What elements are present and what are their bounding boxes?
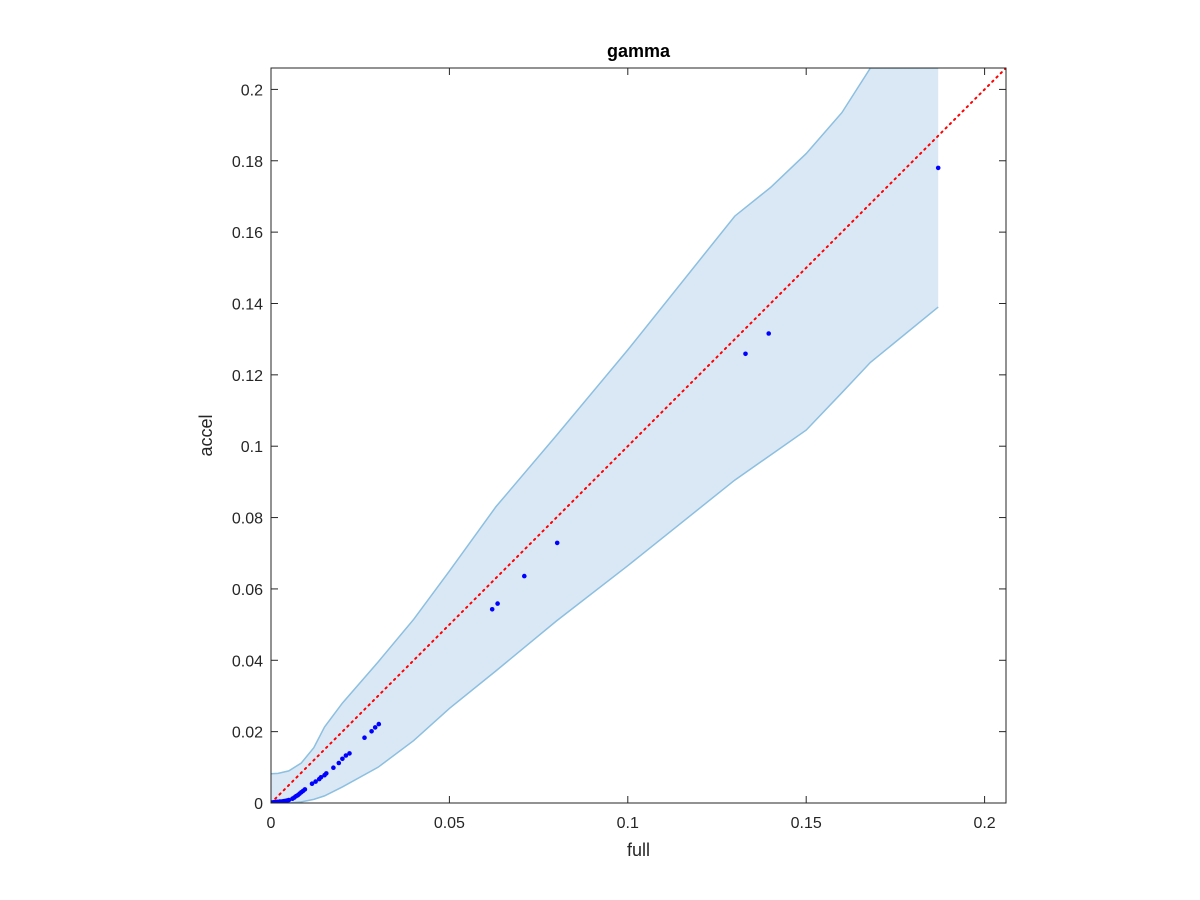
x-tick-label: 0.1 bbox=[617, 815, 639, 832]
x-tick-label: 0.15 bbox=[791, 815, 822, 832]
x-tick-label: 0 bbox=[267, 815, 276, 832]
y-tick-label: 0.16 bbox=[232, 225, 263, 242]
data-point bbox=[369, 729, 374, 734]
y-axis-label: accel bbox=[196, 414, 216, 456]
y-tick-label: 0.2 bbox=[241, 82, 263, 99]
x-axis: 0 0.05 0.1 0.15 0.2 bbox=[267, 68, 996, 832]
x-tick-label: 0.05 bbox=[434, 815, 465, 832]
band-upper-edge bbox=[271, 68, 939, 775]
data-point bbox=[766, 331, 771, 336]
y-tick-label: 0.12 bbox=[232, 368, 263, 385]
y-tick-label: 0.06 bbox=[232, 582, 263, 599]
data-point bbox=[743, 351, 748, 357]
y-tick-label: 0.08 bbox=[232, 511, 263, 528]
y-tick-label: 0.1 bbox=[241, 439, 263, 456]
axes-box bbox=[270, 67, 1007, 804]
x-tick-label: 0.2 bbox=[973, 815, 995, 832]
data-point bbox=[522, 573, 527, 579]
data-point bbox=[336, 760, 342, 766]
band-lower-edge bbox=[271, 306, 939, 803]
data-point bbox=[343, 753, 349, 758]
y-tick-label: 0 bbox=[254, 796, 263, 813]
y-axis: 0 0.02 0.04 0.06 0.08 0.1 0.12 0.14 0.16 0.18 0.2 bbox=[232, 82, 1006, 813]
data-point bbox=[313, 779, 318, 784]
data-point bbox=[302, 787, 308, 792]
data-point bbox=[495, 601, 500, 606]
data-point bbox=[372, 725, 378, 730]
data-point bbox=[340, 756, 345, 762]
data-point bbox=[489, 607, 495, 612]
chart-title: gamma bbox=[607, 41, 671, 61]
y-tick-label: 0.14 bbox=[232, 296, 263, 313]
data-point bbox=[286, 797, 292, 803]
plot-area bbox=[271, 68, 1006, 803]
confidence-band bbox=[271, 68, 939, 803]
data-point bbox=[376, 721, 382, 727]
data-point bbox=[324, 771, 329, 776]
reference-line bbox=[271, 68, 1006, 803]
data-point bbox=[347, 751, 352, 756]
data-point bbox=[309, 781, 315, 786]
data-point bbox=[935, 165, 941, 171]
data-point bbox=[362, 735, 367, 740]
y-tick-label: 0.18 bbox=[232, 154, 263, 171]
x-axis-label: full bbox=[627, 840, 650, 860]
y-tick-label: 0.02 bbox=[232, 725, 263, 742]
data-point bbox=[331, 765, 336, 770]
y-tick-label: 0.04 bbox=[232, 653, 263, 670]
data-point bbox=[554, 540, 560, 546]
data-point bbox=[318, 775, 324, 780]
